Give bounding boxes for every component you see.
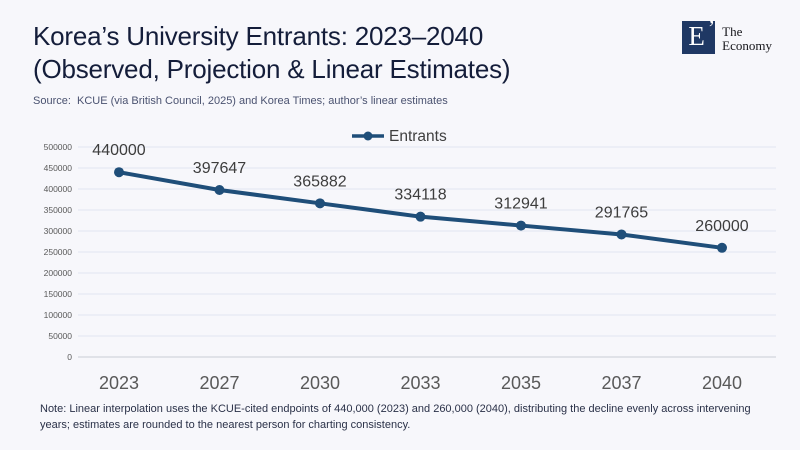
data-label: 291765	[595, 204, 648, 221]
data-label: 260000	[695, 218, 748, 235]
legend-marker-icon	[363, 131, 373, 141]
x-tick-label: 2033	[400, 373, 440, 393]
x-tick-label: 2027	[199, 373, 239, 393]
entrants-line-chart: 0 50000 100000 150000 200000 250000 300000 3500…	[44, 128, 776, 393]
data-label: 365882	[293, 173, 346, 190]
y-tick-label: 300000	[44, 226, 73, 236]
data-point	[114, 167, 124, 178]
page-title-line-1: Korea’s University Entrants: 2023–2040	[33, 21, 484, 51]
logo-wordmark-line-1: The	[722, 24, 743, 39]
x-tick-label: 2030	[300, 373, 340, 393]
x-tick-label: 2037	[601, 373, 641, 393]
data-label: 397647	[193, 160, 246, 177]
data-label: 312941	[494, 196, 547, 213]
logo-quote-mark-icon: ’	[707, 15, 716, 40]
y-tick-label: 100000	[44, 310, 73, 320]
y-tick-label: 500000	[44, 142, 73, 152]
logo-monogram: E	[688, 21, 705, 51]
y-tick-label: 350000	[44, 205, 73, 215]
footnote: Note: Linear interpolation uses the KCUE…	[40, 403, 751, 431]
y-tick-label: 200000	[44, 268, 73, 278]
brand-logo: E ’ The Economy	[682, 17, 772, 54]
data-point	[717, 242, 727, 253]
y-tick-label: 250000	[44, 247, 73, 257]
page-title-line-2: (Observed, Projection & Linear Estimates…	[33, 53, 511, 84]
x-tick-label: 2035	[501, 373, 541, 393]
y-tick-label: 150000	[44, 289, 73, 299]
data-point	[516, 220, 526, 231]
data-point	[616, 229, 627, 240]
data-label: 440000	[92, 142, 145, 159]
data-point	[315, 198, 325, 209]
data-point	[415, 211, 426, 222]
y-tick-label: 400000	[44, 184, 73, 194]
logo-wordmark-line-2: Economy	[722, 37, 772, 53]
data-label: 334118	[394, 187, 446, 204]
x-tick-label: 2023	[99, 373, 139, 393]
logo-monogram-square: E ’	[682, 17, 716, 54]
page-title: Korea’s University Entrants: 2023–2040 (…	[33, 20, 511, 85]
logo-wordmark: The Economy	[722, 21, 772, 52]
x-tick-label: 2040	[702, 373, 742, 393]
source-line: Source: KCUE (via British Council, 2025)…	[33, 95, 448, 107]
y-tick-label: 50000	[48, 331, 72, 341]
legend-label: Entrants	[389, 128, 447, 145]
data-point	[214, 184, 225, 195]
y-tick-label: 0	[67, 352, 72, 362]
y-tick-label: 450000	[44, 163, 73, 173]
